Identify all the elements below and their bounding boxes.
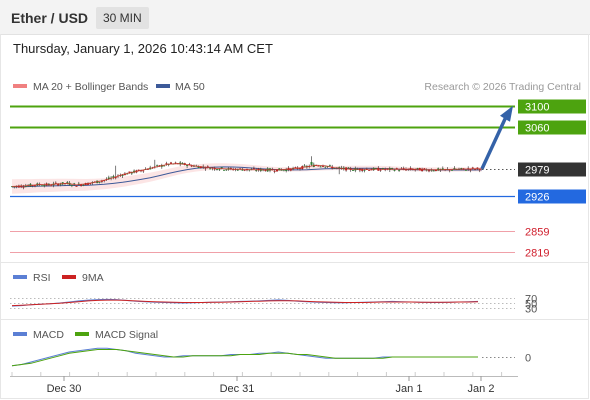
ma50-legend-label: MA 50 xyxy=(175,81,205,93)
candle xyxy=(112,174,115,180)
candle xyxy=(188,162,191,165)
candle xyxy=(368,169,371,171)
ma20-legend-label: MA 20 + Bollinger Bands xyxy=(33,81,148,93)
candle xyxy=(252,166,255,170)
candle xyxy=(338,166,341,175)
rsi-level-label: 30 xyxy=(525,304,537,316)
price-panel: 3100 3060 2979 2926 2859 2819 xyxy=(10,99,586,260)
candle xyxy=(294,166,297,168)
candle xyxy=(285,167,288,173)
candle xyxy=(225,169,228,171)
candle xyxy=(75,185,78,187)
rsi-level-label: 50 xyxy=(525,299,537,311)
rsi-ma-line xyxy=(11,299,479,307)
macd-signal-line xyxy=(11,349,478,367)
candle xyxy=(206,165,209,169)
candle xyxy=(216,169,218,171)
timestamp: Thursday, January 1, 2026 10:43:14 AM CE… xyxy=(13,41,273,56)
macd-signal-legend-swatch xyxy=(75,332,89,336)
svg-text:2979: 2979 xyxy=(525,165,549,177)
macd-legend-label: MACD xyxy=(33,329,64,341)
macd-zero-label: 0 xyxy=(525,353,531,365)
candle xyxy=(469,168,472,173)
x-axis-ticks: Dec 30 Dec 31 Jan 1 Jan 2 xyxy=(11,372,503,395)
rsi-line xyxy=(11,298,479,307)
svg-text:3100: 3100 xyxy=(525,102,549,114)
timeframe-button[interactable]: 30 MIN xyxy=(96,7,149,29)
rsi-legend-swatch xyxy=(13,275,27,279)
chart-title: Ether / USD xyxy=(11,10,89,26)
level-2979: 2979 xyxy=(482,162,586,177)
rsi-ma-legend-label: 9MA xyxy=(82,272,104,284)
candle xyxy=(303,164,306,167)
level-2819: 2819 xyxy=(10,248,549,260)
candle xyxy=(66,181,69,185)
ma20-legend-swatch xyxy=(13,84,27,88)
macd-legend-swatch xyxy=(13,332,27,336)
macd-panel: 0 xyxy=(11,347,531,367)
candle xyxy=(34,185,36,188)
rsi-level-label: 70 xyxy=(525,294,537,306)
chart-header: Ether / USD 30 MIN xyxy=(0,0,590,35)
candle xyxy=(43,183,46,188)
candle xyxy=(347,167,350,169)
macd-signal-legend-label: MACD Signal xyxy=(95,329,158,341)
level-2926: 2926 xyxy=(10,189,586,204)
svg-text:2926: 2926 xyxy=(525,192,549,204)
level-2859: 2859 xyxy=(10,227,549,239)
x-tick-label: Dec 31 xyxy=(220,383,255,395)
ma20-line xyxy=(11,163,482,187)
credit-text: Research © 2026 Trading Central xyxy=(424,81,581,93)
candle xyxy=(223,169,225,171)
candle xyxy=(98,181,101,184)
candle xyxy=(345,167,348,172)
x-tick-label: Dec 30 xyxy=(47,383,82,395)
candle xyxy=(312,162,315,168)
ma50-legend-swatch xyxy=(156,84,170,88)
svg-text:3060: 3060 xyxy=(525,123,549,135)
x-tick-label: Jan 1 xyxy=(396,383,423,395)
candle xyxy=(243,169,246,172)
candle xyxy=(324,166,327,169)
chart-frame xyxy=(0,34,589,399)
projection-arrow xyxy=(480,105,513,170)
candle xyxy=(310,156,313,167)
svg-text:2819: 2819 xyxy=(525,248,549,260)
level-3100: 3100 xyxy=(10,99,586,114)
candle xyxy=(142,170,145,173)
x-tick-label: Jan 2 xyxy=(468,383,495,395)
level-3060: 3060 xyxy=(10,120,586,135)
svg-text:2859: 2859 xyxy=(525,227,549,239)
candle xyxy=(319,165,322,168)
candle xyxy=(453,166,456,170)
rsi-ma-legend-swatch xyxy=(62,275,76,279)
rsi-legend-label: RSI xyxy=(33,272,51,284)
